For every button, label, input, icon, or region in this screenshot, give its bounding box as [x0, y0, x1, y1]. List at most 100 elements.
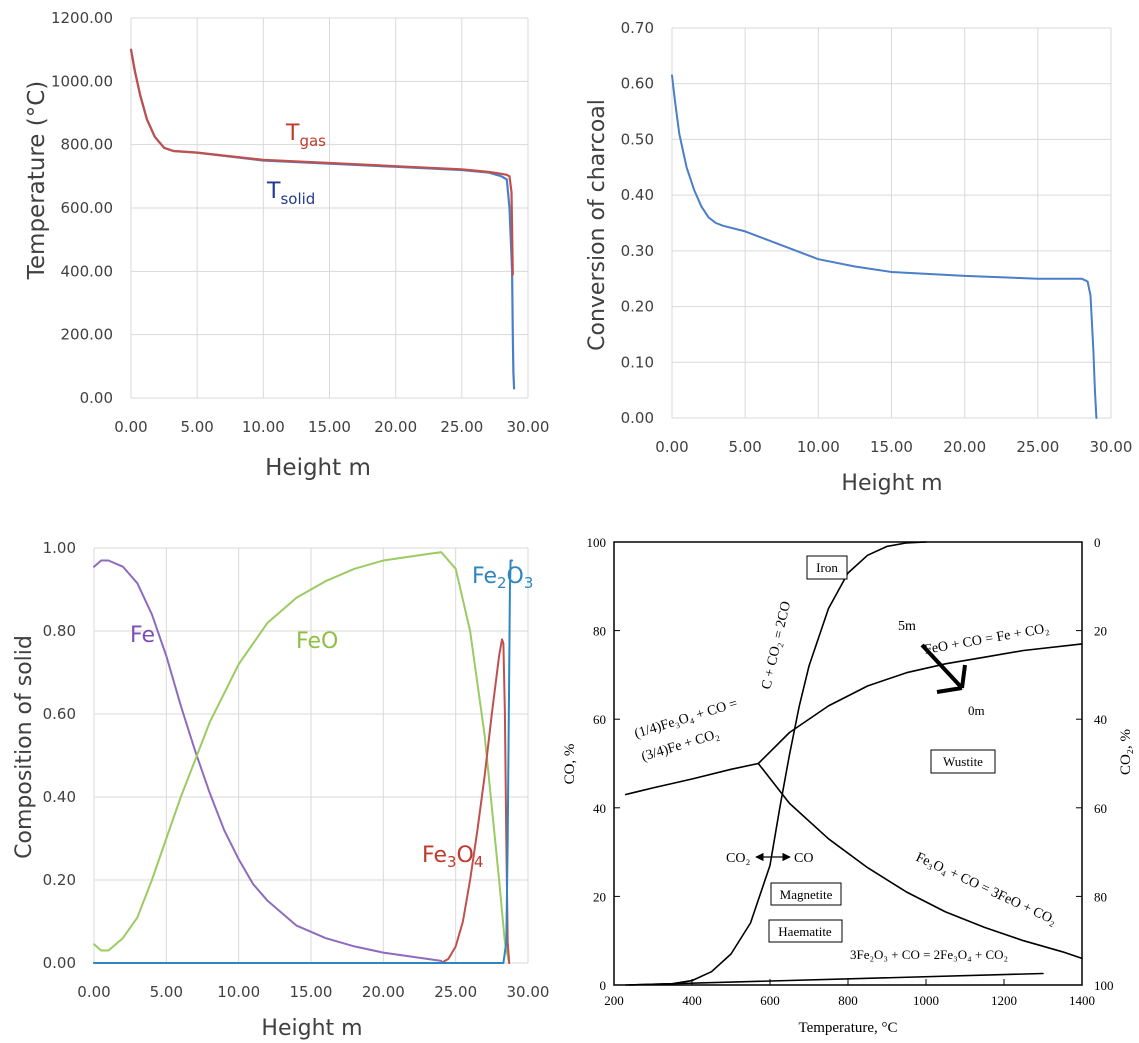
haematite-box [768, 919, 843, 943]
series-line-fe [93, 559, 443, 962]
series-line-fe2o3 [93, 559, 514, 964]
y2-tick-label: 20 [1094, 624, 1107, 639]
y-tick-label: 0.10 [621, 353, 654, 371]
y2-tick-label: 100 [1094, 978, 1114, 993]
series-line-fe3o4-feo [757, 762, 1083, 960]
x-tick-label: 5.00 [728, 438, 761, 456]
y-tick-label: 0.70 [621, 19, 654, 37]
y-tick-label: 0.20 [621, 298, 654, 316]
y-tick-label: 0.80 [43, 622, 76, 640]
y-tick-label: 0.00 [80, 389, 113, 407]
y-tick-label: 0.20 [43, 871, 76, 889]
x-tick-label: 30.00 [1090, 438, 1133, 456]
y-tick-label: 200.00 [61, 326, 114, 344]
series-line-t-solid [129, 48, 516, 390]
t-solid-label: Tsolid [266, 179, 315, 208]
wustite-label: Wustite [943, 754, 983, 769]
charcoal-y-axis-label: Conversion of charcoal [585, 99, 610, 351]
composition-y-axis-label: Composition of solid [12, 635, 37, 859]
y-tick-label: 60 [593, 712, 606, 727]
x-tick-label: 0.00 [655, 438, 688, 456]
x-tick-label: 20.00 [943, 438, 986, 456]
temperature-chart: 0.00 5.00 10.00 15.00 20.00 25.00 30.00 0.00 20… [24, 9, 549, 481]
y-tick-label: 0.00 [43, 954, 76, 972]
x-tick-label: 200 [604, 993, 624, 1008]
haematite-label: Haematite [778, 924, 832, 939]
diagram-x-axis-label: Temperature, °C [798, 1020, 897, 1036]
feo-fe-reaction-label: FeO + CO = Fe + CO₂ [923, 621, 1050, 658]
diagram-frame [613, 541, 1083, 986]
fe3o4-feo-reaction-label: Fe₃O₄ + CO = 3FeO + CO₂ [913, 850, 1059, 928]
0m-label: 0m [968, 703, 985, 718]
composition-chart: 0.00 5.00 10.00 15.00 20.00 25.00 30.00 0.00 0.… [12, 539, 549, 1041]
iron-box [806, 555, 848, 580]
y-tick-label: 1000.00 [51, 72, 113, 90]
series-line-boudouard [628, 541, 927, 986]
y-tick-label: 20 [593, 889, 606, 904]
temperature-y-axis-label: Temperature (°C) [24, 81, 50, 281]
y-tick-label: 0.60 [621, 75, 654, 93]
y-tick-label: 800.00 [61, 136, 114, 154]
co2-label: CO₂ [726, 851, 750, 866]
x-tick-label: 10.00 [242, 418, 285, 436]
fe2o3-label: Fe2O3 [472, 564, 533, 592]
x-tick-label: 30.00 [507, 983, 550, 1001]
co-label: CO [794, 851, 813, 866]
fe3o4-label: Fe3O4 [422, 843, 483, 871]
x-tick-label: 10.00 [797, 438, 840, 456]
wustite-box [930, 749, 996, 774]
x-tick-label: 5.00 [180, 418, 213, 436]
x-tick-label: 15.00 [308, 418, 351, 436]
x-tick-label: 5.00 [150, 983, 183, 1001]
x-tick-label: 1200 [991, 993, 1017, 1008]
y-tick-label: 0 [600, 978, 607, 993]
fe-label: Fe [130, 623, 155, 648]
x-tick-label: 400 [682, 993, 702, 1008]
boudouard-reaction-label: C + CO₂ = 2CO [759, 600, 794, 691]
y-tick-label: 0.50 [621, 130, 654, 148]
t-gas-label: Tgas [285, 121, 326, 150]
feo-label: FeO [296, 629, 338, 654]
x-tick-label: 10.00 [217, 983, 260, 1001]
y2-tick-label: 80 [1094, 889, 1107, 904]
charcoal-conversion-chart: 0.00 5.00 10.00 15.00 20.00 25.00 30.00 0.00 0.… [585, 19, 1132, 496]
x-tick-label: 20.00 [374, 418, 417, 436]
x-tick-label: 20.00 [362, 983, 405, 1001]
x-tick-label: 0.00 [114, 418, 147, 436]
5m-label: 5m [898, 619, 916, 634]
magnetite-label: Magnetite [780, 887, 833, 902]
x-tick-label: 800 [838, 993, 858, 1008]
path-arrow-icon [920, 643, 967, 694]
y-tick-label: 0.60 [43, 705, 76, 723]
y-tick-label: 0.40 [621, 186, 654, 204]
x-tick-label: 600 [760, 993, 780, 1008]
series-line-fe2o3-fe3o4 [624, 972, 1044, 986]
series-line-feo-fe [757, 643, 1083, 765]
y-tick-label: 1200.00 [51, 9, 113, 27]
y-tick-label: 1.00 [43, 539, 76, 557]
diagram-y-axis-label: CO, % [562, 744, 578, 785]
x-tick-label: 25.00 [434, 983, 477, 1001]
y-tick-label: 100 [587, 535, 607, 550]
y-tick-label: 80 [593, 624, 606, 639]
x-tick-label: 1400 [1069, 993, 1095, 1008]
y2-tick-label: 40 [1094, 712, 1107, 727]
x-tick-label: 25.00 [440, 418, 483, 436]
y-tick-label: 0.00 [621, 409, 654, 427]
y2-tick-label: 60 [1094, 801, 1107, 816]
series-line-fe3o4-fe [624, 762, 760, 796]
composition-x-axis-label: Height m [261, 1016, 362, 1041]
x-tick-label: 15.00 [870, 438, 913, 456]
series-line-fe3o4 [93, 638, 511, 964]
x-tick-label: 15.00 [290, 983, 333, 1001]
x-tick-label: 30.00 [507, 418, 550, 436]
x-tick-label: 0.00 [77, 983, 110, 1001]
y-tick-label: 600.00 [61, 199, 114, 217]
diagram-y2-axis-label: CO₂, % [1118, 729, 1134, 775]
series-line-feo [93, 551, 511, 964]
charcoal-x-axis-label: Height m [841, 471, 942, 496]
y-tick-label: 0.40 [43, 788, 76, 806]
temperature-x-axis-label: Height m [265, 455, 371, 481]
